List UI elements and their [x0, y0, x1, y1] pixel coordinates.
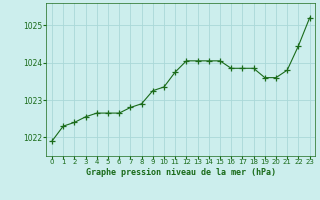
X-axis label: Graphe pression niveau de la mer (hPa): Graphe pression niveau de la mer (hPa) — [86, 168, 276, 177]
